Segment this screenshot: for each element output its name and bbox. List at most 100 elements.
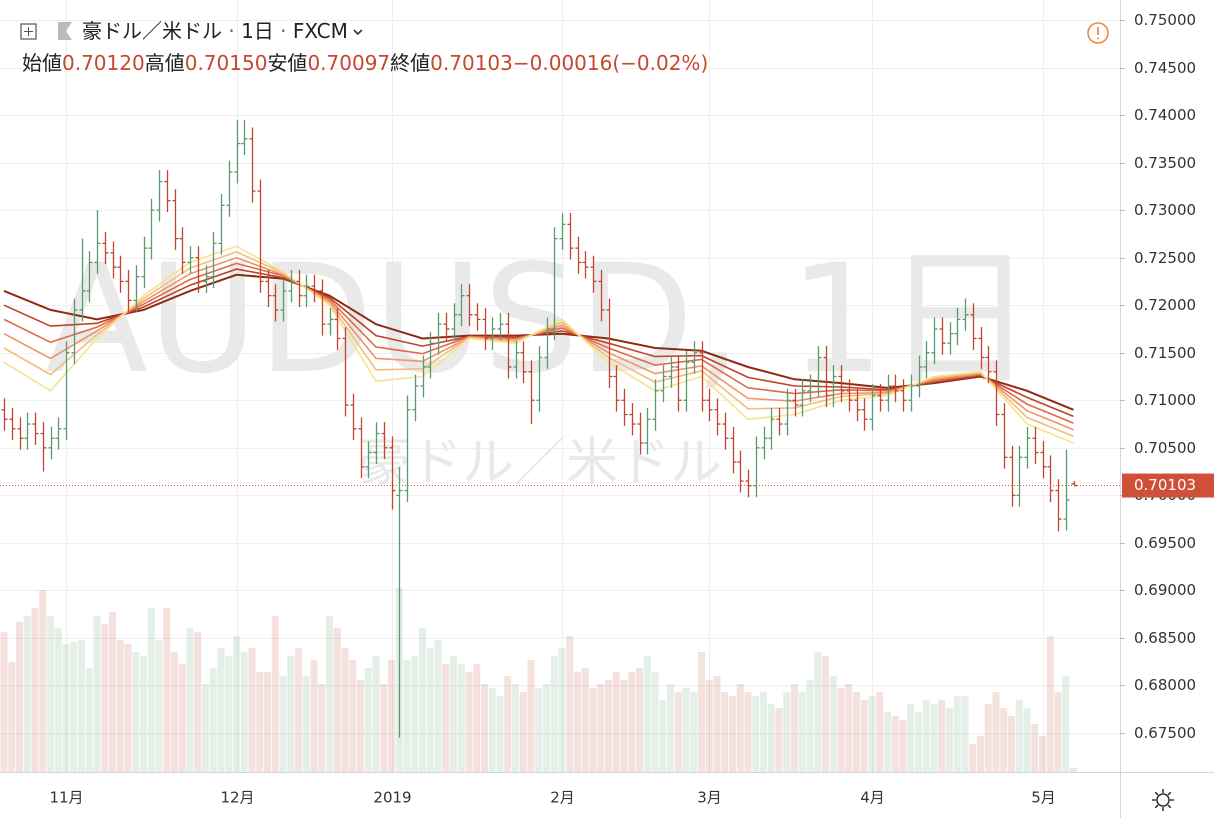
y-tick-label: 0.74500 <box>1134 59 1196 77</box>
volume-bar <box>116 640 124 772</box>
volume-bar <box>915 712 922 772</box>
volume-bar <box>496 696 504 772</box>
volume-bar <box>574 672 581 772</box>
change: −0.00016 <box>513 51 612 75</box>
volume-bar <box>643 656 651 772</box>
volume-bar <box>1000 708 1008 772</box>
volume-bar <box>550 656 558 772</box>
volume-bar <box>860 700 868 772</box>
separator: · <box>274 19 293 43</box>
volume-bar <box>814 652 822 772</box>
volume-bar <box>178 664 186 772</box>
legend-name: 終値 <box>390 51 430 75</box>
volume-bar <box>364 668 372 772</box>
volume-bar <box>767 704 775 772</box>
y-tick-label: 0.68000 <box>1134 676 1196 694</box>
volume-bar <box>705 680 713 772</box>
volume-bar <box>70 642 78 772</box>
watermark-sub: 豪ドル／米ドル <box>358 433 722 493</box>
x-tick-label: 3月 <box>697 789 722 807</box>
settings-icon[interactable] <box>1152 789 1174 811</box>
volume-bar <box>713 676 721 772</box>
volume-bar <box>481 684 488 772</box>
volume-bar <box>426 648 434 772</box>
volume-bar <box>248 648 256 772</box>
volume-bar <box>256 672 264 772</box>
volume-bar <box>465 672 473 772</box>
volume-bar <box>597 684 605 772</box>
volume-bar <box>419 628 426 772</box>
volume-bar <box>535 688 543 772</box>
volume-bar <box>1046 636 1054 772</box>
volume-bar <box>233 636 240 772</box>
volume-bar <box>620 680 628 772</box>
volume-bar <box>194 632 202 772</box>
volume-bar <box>922 700 930 772</box>
volume-bar <box>651 672 659 772</box>
volume-bar <box>62 644 70 772</box>
volume-bar <box>543 684 550 772</box>
volume-bar <box>47 616 54 772</box>
volume-bar <box>132 652 140 772</box>
y-tick-label: 0.73000 <box>1134 201 1196 219</box>
y-tick-label: 0.69500 <box>1134 534 1196 552</box>
interval[interactable]: 1日 <box>241 19 274 43</box>
volume-bar <box>171 652 178 772</box>
volume-bar <box>457 664 465 772</box>
volume-bar <box>434 640 442 772</box>
volume-bar <box>930 704 938 772</box>
volume-bar <box>775 708 783 772</box>
volume-bar <box>605 680 612 772</box>
volume-bar <box>953 696 961 772</box>
volume-bar <box>93 616 101 772</box>
icon-stroke <box>1152 789 1174 811</box>
volume-bar <box>318 684 326 772</box>
dropdown-chevron[interactable] <box>353 29 363 36</box>
volume-bar <box>31 608 39 772</box>
volume-bar <box>690 692 698 772</box>
volume-bar <box>969 744 977 772</box>
y-tick-label: 0.72500 <box>1134 249 1196 267</box>
volume-bar <box>1023 708 1031 772</box>
volume-bar <box>504 676 512 772</box>
volume-bar <box>682 688 690 772</box>
volume-bar <box>264 672 271 772</box>
volume-bar <box>488 688 496 772</box>
volume-bar <box>155 640 163 772</box>
volume-bar <box>302 676 310 772</box>
x-tick-label: 11月 <box>49 789 83 807</box>
volume-bar <box>558 648 566 772</box>
volume-bar <box>1062 676 1070 772</box>
volume-bar <box>659 700 667 772</box>
volume-bar <box>287 656 295 772</box>
warning-icon[interactable] <box>1087 22 1109 44</box>
volume-bar <box>473 664 481 772</box>
volume-bar <box>147 608 155 772</box>
x-tick-label: 4月 <box>860 789 885 807</box>
x-tick-label: 5月 <box>1031 789 1056 807</box>
volume-bar <box>837 688 845 772</box>
volume-bar <box>845 684 853 772</box>
volume-bar <box>636 668 643 772</box>
volume-bar <box>333 628 341 772</box>
volume-bar <box>271 616 279 772</box>
volume-bar <box>806 680 814 772</box>
symbol[interactable]: 豪ドル／米ドル <box>82 19 222 43</box>
x-tick-label: 2月 <box>550 789 575 807</box>
volume-bar <box>876 692 884 772</box>
volume-bar <box>907 704 915 772</box>
volume-bar <box>310 660 318 772</box>
volume-bar <box>1070 768 1077 772</box>
change-pct: (−0.02%) <box>612 51 708 75</box>
legend-value: 0.70097 <box>307 51 390 75</box>
volume-bar <box>326 616 333 772</box>
volume-bar <box>403 660 411 772</box>
volume-bar <box>1039 736 1046 772</box>
volume-bar <box>884 712 891 772</box>
volume-bar <box>8 662 16 772</box>
volume-bar <box>566 636 574 772</box>
volume-bar <box>798 692 806 772</box>
add-symbol-icon[interactable] <box>20 23 37 40</box>
